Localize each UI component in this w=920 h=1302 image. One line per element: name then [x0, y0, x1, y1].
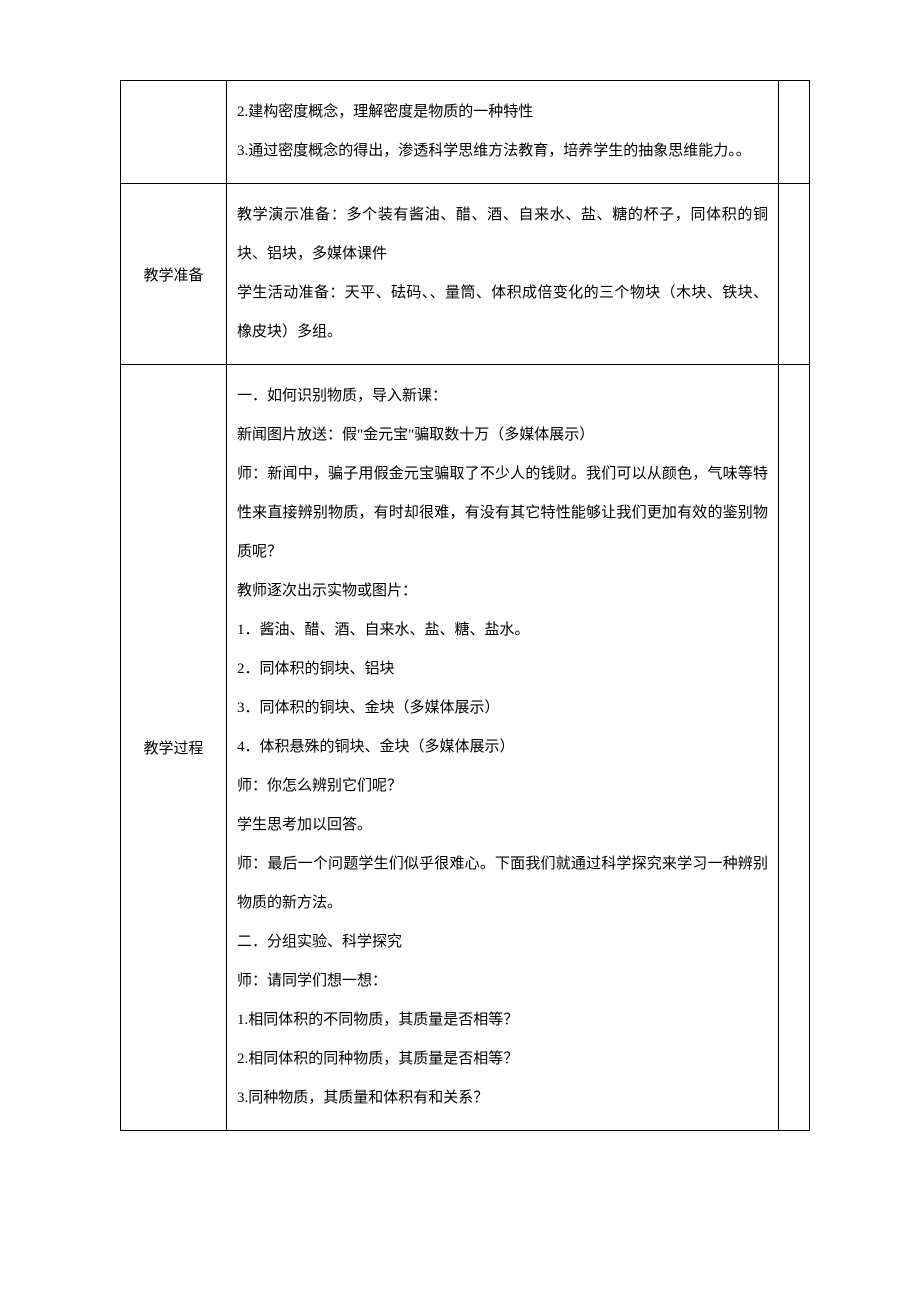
row-label: 教学准备	[143, 268, 203, 284]
content-line: 3.通过密度概念的得出，渗透科学思维方法教育，培养学生的抽象思维能力。。	[237, 132, 768, 171]
content-line: 1.相同体积的不同物质，其质量是否相等？	[237, 1001, 768, 1040]
row-right-cell	[779, 184, 810, 365]
row-content-cell: 教学演示准备：多个装有酱油、醋、酒、自来水、盐、糖的杯子，同体积的铜块、铝块，多…	[227, 184, 779, 365]
row-label: 教学过程	[143, 741, 203, 757]
content-block: 2.建构密度概念，理解密度是物质的一种特性 3.通过密度概念的得出，渗透科学思维…	[227, 81, 778, 183]
table-row: 教学准备 教学演示准备：多个装有酱油、醋、酒、自来水、盐、糖的杯子，同体积的铜块…	[121, 184, 810, 365]
content-line: 一．如何识别物质，导入新课：	[237, 377, 768, 416]
content-block: 教学演示准备：多个装有酱油、醋、酒、自来水、盐、糖的杯子，同体积的铜块、铝块，多…	[227, 184, 778, 364]
content-line: 3.同种物质，其质量和体积有和关系？	[237, 1079, 768, 1118]
row-label-cell: 教学过程	[121, 365, 227, 1131]
content-line: 教师逐次出示实物或图片：	[237, 572, 768, 611]
content-line: 2.建构密度概念，理解密度是物质的一种特性	[237, 93, 768, 132]
row-content-cell: 一．如何识别物质，导入新课： 新闻图片放送：假"金元宝"骗取数十万（多媒体展示）…	[227, 365, 779, 1131]
row-label-cell	[121, 81, 227, 184]
document-page: 2.建构密度概念，理解密度是物质的一种特性 3.通过密度概念的得出，渗透科学思维…	[0, 0, 920, 1211]
content-line: 二．分组实验、科学探究	[237, 923, 768, 962]
content-line: 教学演示准备：多个装有酱油、醋、酒、自来水、盐、糖的杯子，同体积的铜块、铝块，多…	[237, 196, 768, 274]
content-block: 一．如何识别物质，导入新课： 新闻图片放送：假"金元宝"骗取数十万（多媒体展示）…	[227, 365, 778, 1130]
row-right-cell	[779, 81, 810, 184]
content-line: 师：你怎么辨别它们呢？	[237, 767, 768, 806]
content-line: 师：最后一个问题学生们似乎很难心。下面我们就通过科学探究来学习一种辨别物质的新方…	[237, 845, 768, 923]
content-line: 师：请同学们想一想：	[237, 962, 768, 1001]
row-right-cell	[779, 365, 810, 1131]
content-line: 学生思考加以回答。	[237, 806, 768, 845]
content-line: 4．体积悬殊的铜块、金块（多媒体展示）	[237, 728, 768, 767]
content-line: 师：新闻中，骗子用假金元宝骗取了不少人的钱财。我们可以从颜色，气味等特性来直接辨…	[237, 455, 768, 572]
lesson-plan-table: 2.建构密度概念，理解密度是物质的一种特性 3.通过密度概念的得出，渗透科学思维…	[120, 80, 810, 1131]
content-line: 2．同体积的铜块、铝块	[237, 650, 768, 689]
row-label-cell: 教学准备	[121, 184, 227, 365]
content-line: 新闻图片放送：假"金元宝"骗取数十万（多媒体展示）	[237, 416, 768, 455]
row-content-cell: 2.建构密度概念，理解密度是物质的一种特性 3.通过密度概念的得出，渗透科学思维…	[227, 81, 779, 184]
content-line: 学生活动准备：天平、砝码、、量筒、体积成倍变化的三个物块（木块、铁块、橡皮块）多…	[237, 274, 768, 352]
content-line: 1．酱油、醋、酒、自来水、盐、糖、盐水。	[237, 611, 768, 650]
content-line: 2.相同体积的同种物质，其质量是否相等？	[237, 1040, 768, 1079]
table-row: 2.建构密度概念，理解密度是物质的一种特性 3.通过密度概念的得出，渗透科学思维…	[121, 81, 810, 184]
content-line: 3．同体积的铜块、金块（多媒体展示）	[237, 689, 768, 728]
table-row: 教学过程 一．如何识别物质，导入新课： 新闻图片放送：假"金元宝"骗取数十万（多…	[121, 365, 810, 1131]
